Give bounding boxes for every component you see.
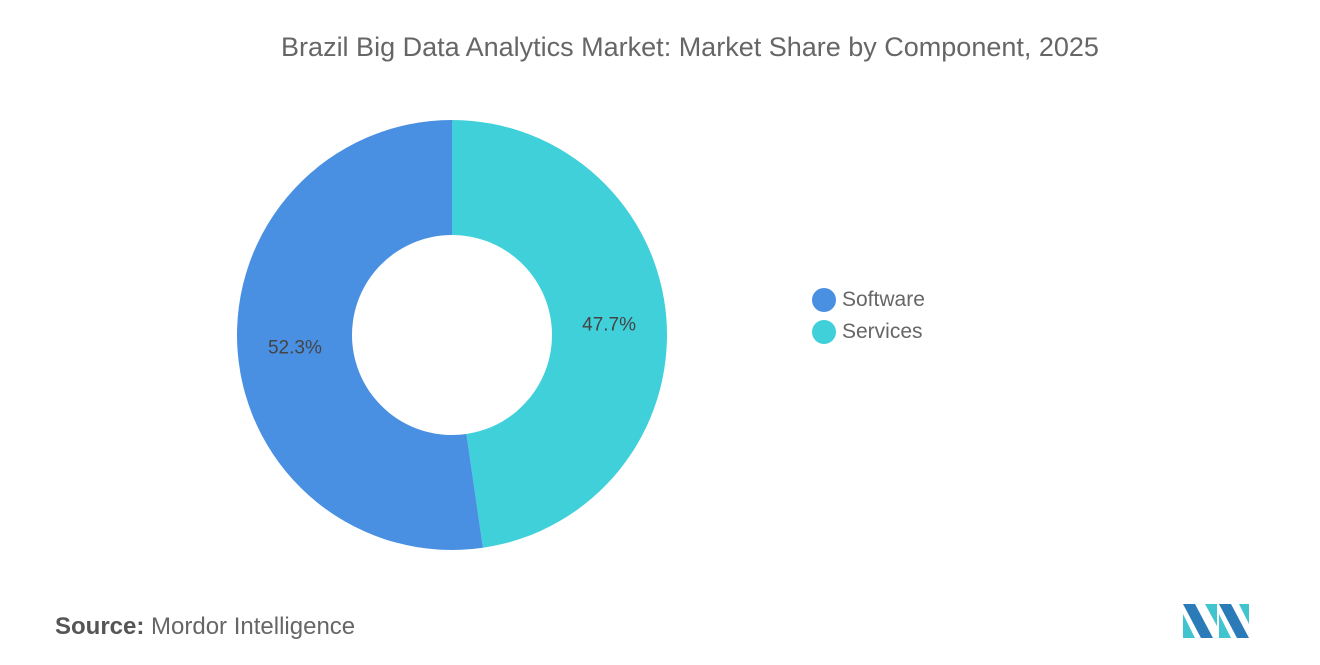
- source-note: Source: Mordor Intelligence: [55, 613, 355, 641]
- legend-item-software[interactable]: Software: [812, 284, 925, 316]
- chart-title: Brazil Big Data Analytics Market: Market…: [281, 32, 1099, 62]
- mordor-logo: [1183, 604, 1249, 638]
- legend-swatch-software: [812, 288, 836, 312]
- legend-item-services[interactable]: Services: [812, 316, 925, 348]
- slice-services[interactable]: [452, 120, 667, 548]
- legend-label: Services: [842, 320, 923, 343]
- legend-label: Software: [842, 288, 925, 311]
- source-label: Source:: [55, 613, 145, 640]
- slice-software[interactable]: [236, 120, 483, 550]
- data-label-software: 52.3%: [268, 337, 322, 358]
- legend-swatch-services: [812, 320, 836, 344]
- legend: Software Services: [812, 284, 925, 348]
- data-label-services: 47.7%: [582, 315, 636, 336]
- source-text: Mordor Intelligence: [151, 613, 356, 640]
